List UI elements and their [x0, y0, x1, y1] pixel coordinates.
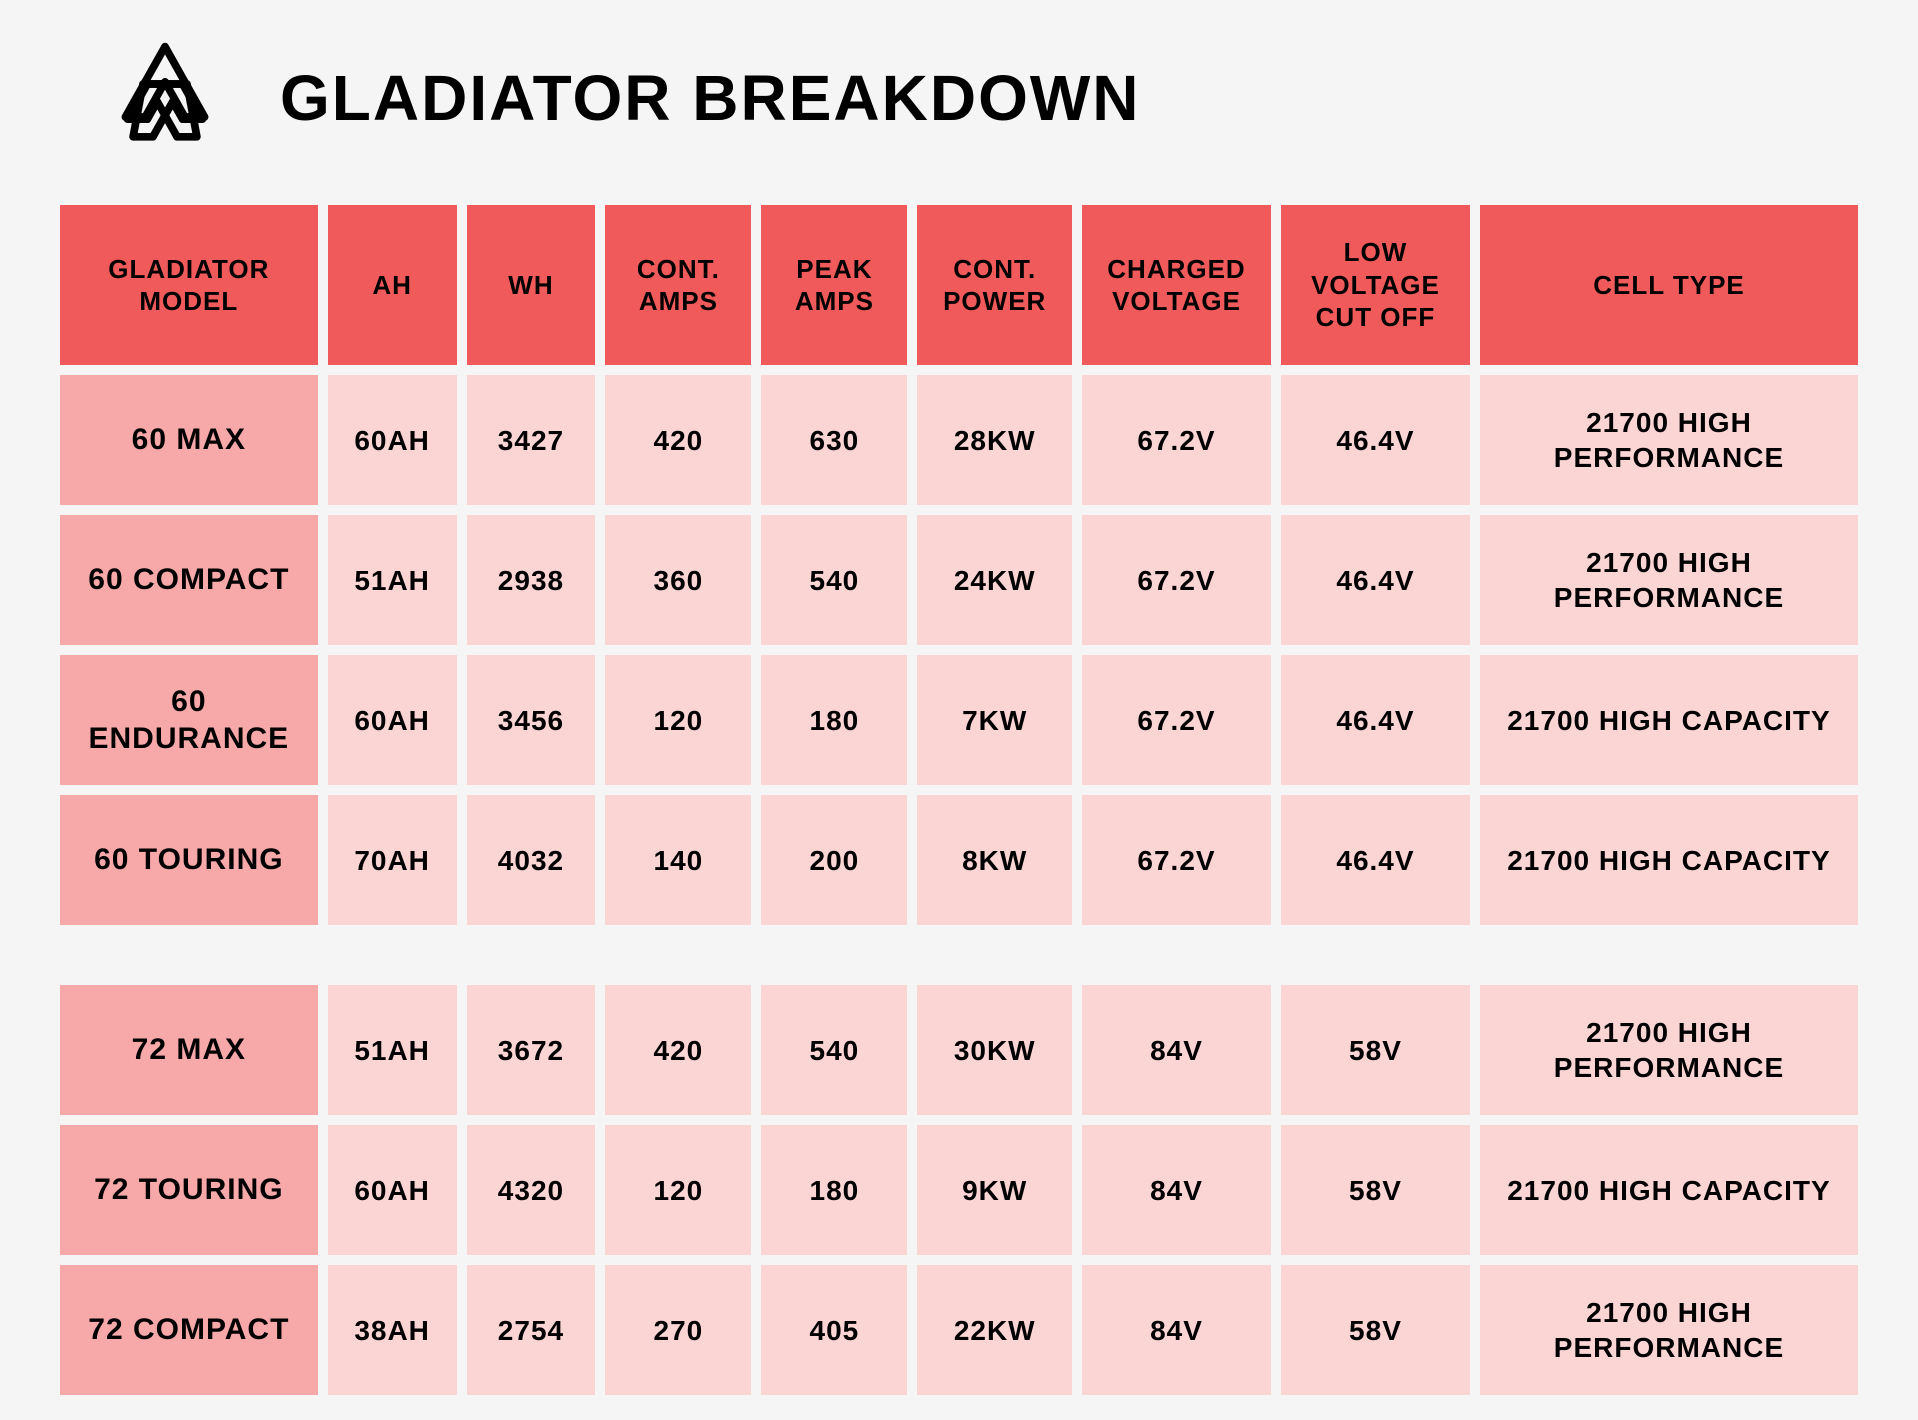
cell-ah: 60AH — [328, 1125, 457, 1255]
cell-charged-voltage: 84V — [1082, 985, 1271, 1115]
cell-wh: 3672 — [467, 985, 596, 1115]
cell-wh: 4320 — [467, 1125, 596, 1255]
cell-cont-power: 22KW — [917, 1265, 1072, 1395]
cell-charged-voltage: 67.2V — [1082, 795, 1271, 925]
cell-cell-type: 21700 HIGH PERFORMANCE — [1480, 985, 1858, 1115]
cell-ah: 38AH — [328, 1265, 457, 1395]
cell-model: 72 MAX — [60, 985, 318, 1115]
col-header-lvc: LOW VOLTAGE CUT OFF — [1281, 205, 1470, 365]
cell-ah: 70AH — [328, 795, 457, 925]
cell-cont-power: 30KW — [917, 985, 1072, 1115]
cell-model: 60 COMPACT — [60, 515, 318, 645]
cell-lvc: 46.4V — [1281, 375, 1470, 505]
cell-lvc: 58V — [1281, 985, 1470, 1115]
col-header-wh: WH — [467, 205, 596, 365]
cell-charged-voltage: 67.2V — [1082, 375, 1271, 505]
cell-cont-power: 24KW — [917, 515, 1072, 645]
cell-peak-amps: 405 — [761, 1265, 907, 1395]
cell-wh: 4032 — [467, 795, 596, 925]
cell-wh: 2938 — [467, 515, 596, 645]
cell-cont-amps: 120 — [605, 655, 751, 785]
cell-cont-power: 9KW — [917, 1125, 1072, 1255]
table-row: 60 ENDURANCE 60AH 3456 120 180 7KW 67.2V… — [60, 655, 1858, 785]
cell-cont-amps: 420 — [605, 985, 751, 1115]
cell-cell-type: 21700 HIGH CAPACITY — [1480, 655, 1858, 785]
cell-ah: 51AH — [328, 515, 457, 645]
table-row: 60 COMPACT 51AH 2938 360 540 24KW 67.2V … — [60, 515, 1858, 645]
cell-cont-amps: 140 — [605, 795, 751, 925]
col-header-cell-type: CELL TYPE — [1480, 205, 1858, 365]
cell-cont-power: 7KW — [917, 655, 1072, 785]
cell-charged-voltage: 84V — [1082, 1125, 1271, 1255]
logo-icon — [110, 40, 220, 155]
cell-peak-amps: 180 — [761, 655, 907, 785]
cell-model: 72 COMPACT — [60, 1265, 318, 1395]
col-header-peak-amps: PEAK AMPS — [761, 205, 907, 365]
cell-peak-amps: 200 — [761, 795, 907, 925]
spec-table: GLADIATOR MODEL AH WH CONT. AMPS PEAK AM… — [50, 195, 1868, 1405]
cell-wh: 3427 — [467, 375, 596, 505]
col-header-model: GLADIATOR MODEL — [60, 205, 318, 365]
cell-cell-type: 21700 HIGH PERFORMANCE — [1480, 1265, 1858, 1395]
cell-peak-amps: 540 — [761, 515, 907, 645]
cell-wh: 3456 — [467, 655, 596, 785]
col-header-cont-power: CONT. POWER — [917, 205, 1072, 365]
col-header-ah: AH — [328, 205, 457, 365]
table-row: 60 MAX 60AH 3427 420 630 28KW 67.2V 46.4… — [60, 375, 1858, 505]
table-row: 72 TOURING 60AH 4320 120 180 9KW 84V 58V… — [60, 1125, 1858, 1255]
cell-cell-type: 21700 HIGH CAPACITY — [1480, 795, 1858, 925]
cell-cont-power: 8KW — [917, 795, 1072, 925]
cell-peak-amps: 180 — [761, 1125, 907, 1255]
group-spacer — [60, 935, 1858, 975]
cell-cont-amps: 270 — [605, 1265, 751, 1395]
cell-model: 60 ENDURANCE — [60, 655, 318, 785]
page-title: GLADIATOR BREAKDOWN — [280, 61, 1140, 135]
cell-charged-voltage: 67.2V — [1082, 655, 1271, 785]
table-body: 60 MAX 60AH 3427 420 630 28KW 67.2V 46.4… — [60, 375, 1858, 1395]
cell-ah: 51AH — [328, 985, 457, 1115]
table-row: 60 TOURING 70AH 4032 140 200 8KW 67.2V 4… — [60, 795, 1858, 925]
col-header-cont-amps: CONT. AMPS — [605, 205, 751, 365]
cell-model: 72 TOURING — [60, 1125, 318, 1255]
col-header-charged-voltage: CHARGED VOLTAGE — [1082, 205, 1271, 365]
cell-lvc: 46.4V — [1281, 795, 1470, 925]
cell-cell-type: 21700 HIGH PERFORMANCE — [1480, 375, 1858, 505]
table-row: 72 COMPACT 38AH 2754 270 405 22KW 84V 58… — [60, 1265, 1858, 1395]
table-header-row: GLADIATOR MODEL AH WH CONT. AMPS PEAK AM… — [60, 205, 1858, 365]
cell-cont-amps: 420 — [605, 375, 751, 505]
cell-peak-amps: 630 — [761, 375, 907, 505]
table-row: 72 MAX 51AH 3672 420 540 30KW 84V 58V 21… — [60, 985, 1858, 1115]
cell-cont-power: 28KW — [917, 375, 1072, 505]
cell-charged-voltage: 67.2V — [1082, 515, 1271, 645]
cell-cell-type: 21700 HIGH PERFORMANCE — [1480, 515, 1858, 645]
cell-cont-amps: 120 — [605, 1125, 751, 1255]
cell-cont-amps: 360 — [605, 515, 751, 645]
cell-cell-type: 21700 HIGH CAPACITY — [1480, 1125, 1858, 1255]
cell-charged-voltage: 84V — [1082, 1265, 1271, 1395]
cell-peak-amps: 540 — [761, 985, 907, 1115]
page-header: GLADIATOR BREAKDOWN — [50, 40, 1868, 155]
cell-ah: 60AH — [328, 655, 457, 785]
cell-model: 60 MAX — [60, 375, 318, 505]
cell-lvc: 46.4V — [1281, 515, 1470, 645]
cell-lvc: 58V — [1281, 1125, 1470, 1255]
cell-lvc: 46.4V — [1281, 655, 1470, 785]
cell-wh: 2754 — [467, 1265, 596, 1395]
cell-model: 60 TOURING — [60, 795, 318, 925]
cell-ah: 60AH — [328, 375, 457, 505]
cell-lvc: 58V — [1281, 1265, 1470, 1395]
